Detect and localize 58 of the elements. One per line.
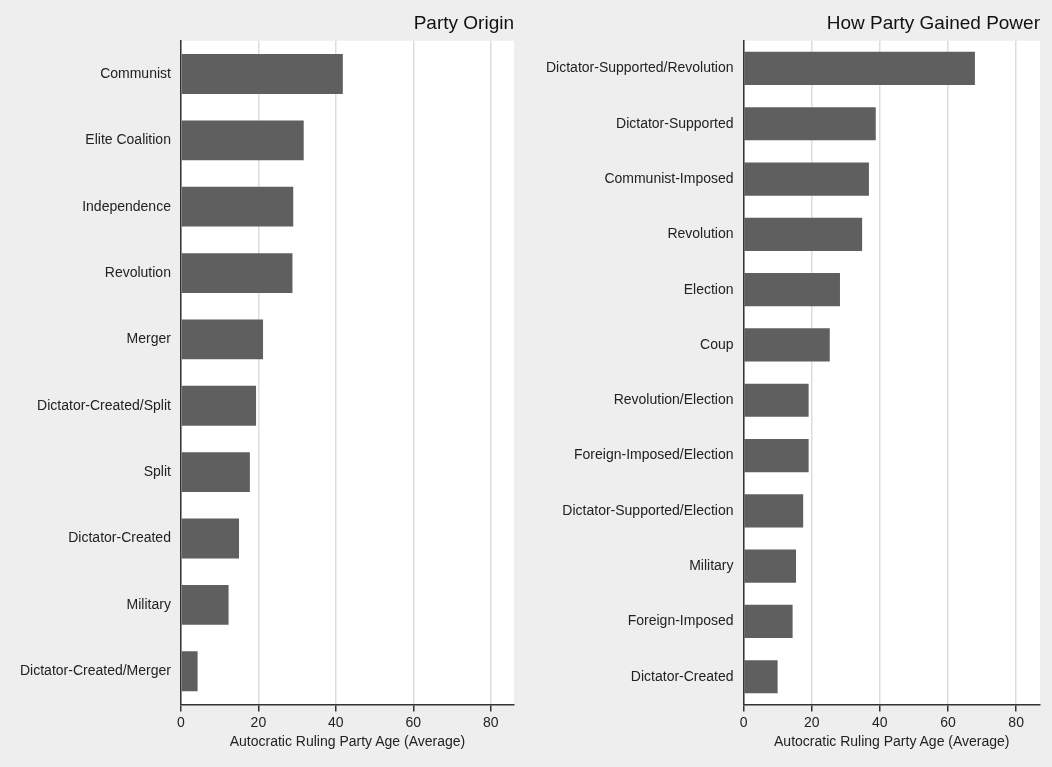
bar: [744, 107, 876, 141]
bar: [744, 549, 797, 583]
y-tick-label: Foreign-Imposed: [627, 612, 734, 629]
y-tick-label: Dictator-Created/Merger: [20, 662, 172, 679]
y-tick-label: Communist-Imposed: [604, 169, 734, 186]
y-tick-label: Election: [683, 280, 734, 297]
x-tick-label: 20: [803, 713, 820, 730]
bar: [181, 584, 229, 625]
bar: [744, 273, 840, 307]
chart-title: Party Origin: [413, 11, 514, 33]
y-tick-label: Dictator-Created: [68, 529, 171, 546]
bar: [744, 162, 869, 196]
bar: [744, 438, 809, 473]
y-tick-label: Dictator-Created/Split: [37, 396, 172, 413]
x-tick-label: 40: [328, 713, 344, 730]
y-tick-label: Dictator-Supported/Revolution: [546, 59, 734, 76]
x-tick-label: 60: [940, 713, 956, 730]
bar: [181, 452, 250, 493]
bar: [744, 217, 863, 251]
y-tick-label: Foreign-Imposed/Election: [574, 446, 734, 463]
bar: [181, 253, 293, 293]
y-tick-label: Military: [689, 557, 734, 574]
y-tick-label: Coup: [700, 335, 734, 352]
y-tick-label: Communist: [100, 64, 172, 81]
bar: [744, 494, 804, 528]
x-tick-label: 80: [1008, 713, 1025, 730]
bar: [181, 186, 294, 227]
x-tick-label: 0: [739, 713, 748, 730]
y-tick-label: Dictator-Supported/Election: [562, 501, 734, 518]
chart-title: How Party Gained Power: [826, 11, 1041, 33]
x-tick-label: 40: [872, 713, 888, 730]
bar: [181, 651, 198, 692]
y-tick-label: Merger: [126, 330, 172, 347]
y-tick-label: Elite Coalition: [85, 131, 171, 148]
y-tick-label: Military: [126, 595, 171, 612]
y-tick-label: Revolution/Election: [613, 391, 734, 408]
y-tick-label: Independence: [82, 197, 172, 214]
bar: [744, 383, 809, 417]
bar: [744, 660, 778, 694]
bar: [744, 604, 793, 639]
y-tick-label: Dictator-Supported: [616, 114, 734, 131]
x-axis-title: Autocratic Ruling Party Age (Average): [229, 733, 466, 750]
bar: [744, 51, 975, 86]
y-tick-label: Dictator-Created: [630, 667, 734, 684]
bar: [181, 54, 343, 94]
y-tick-label: Revolution: [667, 225, 734, 242]
y-tick-label: Split: [143, 463, 172, 479]
bar: [744, 328, 830, 362]
x-tick-label: 0: [177, 713, 186, 730]
y-tick-label: Revolution: [104, 263, 171, 280]
x-tick-label: 60: [405, 713, 422, 730]
bar: [181, 319, 264, 360]
x-axis-title: Autocratic Ruling Party Age (Average): [774, 733, 1010, 750]
bar: [181, 385, 257, 426]
bar: [181, 518, 240, 559]
x-tick-label: 20: [250, 713, 267, 730]
x-tick-label: 80: [482, 713, 499, 730]
bar: [181, 120, 304, 161]
